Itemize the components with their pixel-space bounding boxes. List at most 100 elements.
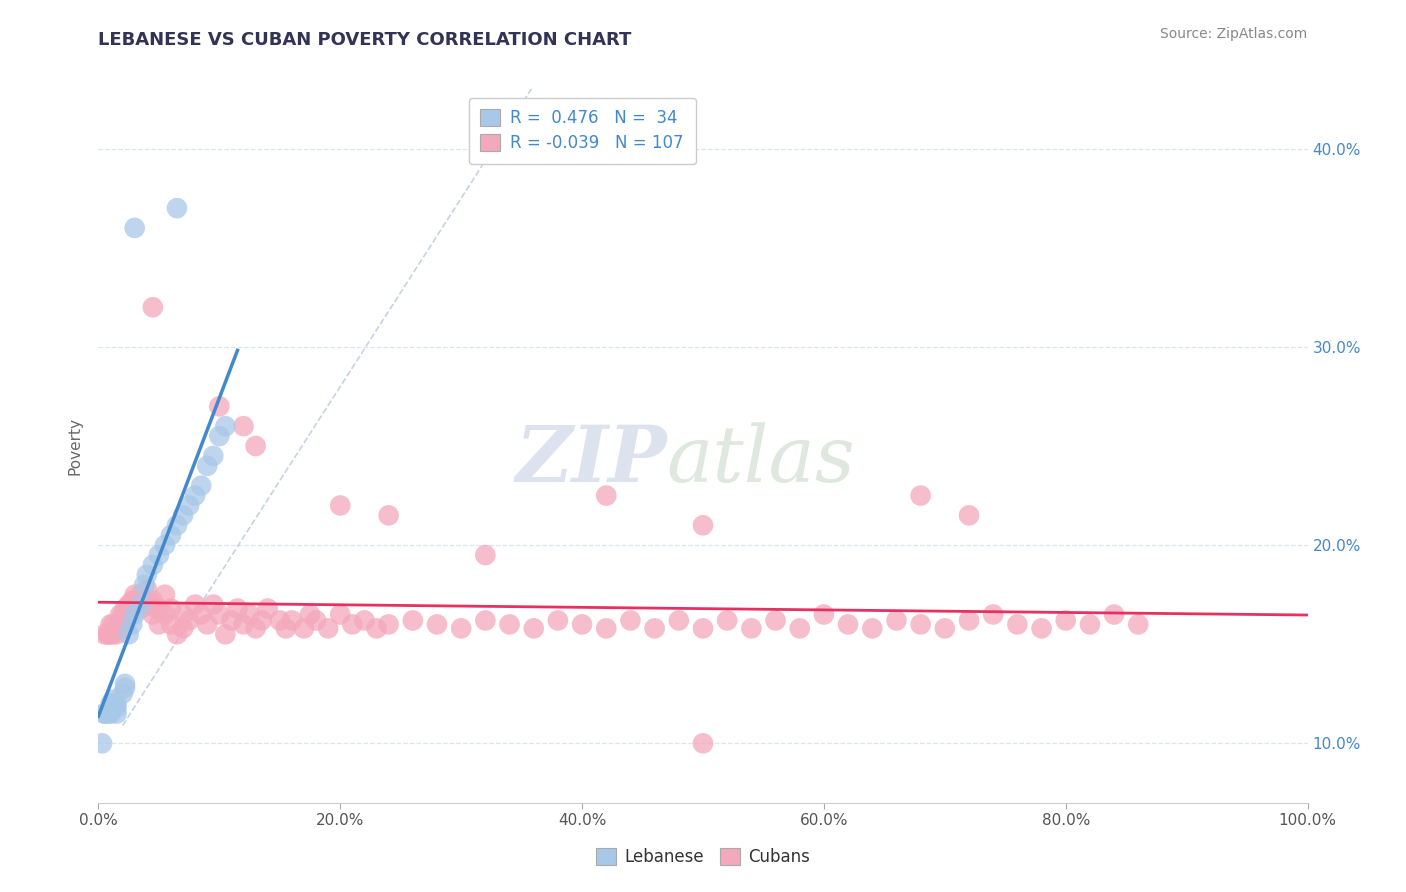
Point: [172, 607, 194, 622]
Point: [595, 489, 617, 503]
Point: [160, 601, 183, 615]
Text: LEBANESE VS CUBAN POVERTY CORRELATION CHART: LEBANESE VS CUBAN POVERTY CORRELATION CH…: [98, 31, 631, 49]
Point: [108, 607, 131, 622]
Point: [111, 607, 134, 622]
Point: [402, 614, 425, 628]
Point: [172, 621, 194, 635]
Point: [100, 617, 122, 632]
Point: [124, 598, 146, 612]
Point: [160, 528, 183, 542]
Point: [118, 598, 141, 612]
Point: [329, 607, 352, 622]
Point: [121, 593, 143, 607]
Text: atlas: atlas: [666, 422, 855, 499]
Point: [138, 598, 160, 612]
Point: [789, 621, 811, 635]
Point: [716, 614, 738, 628]
Point: [377, 508, 399, 523]
Point: [105, 706, 128, 721]
Point: [172, 508, 194, 523]
Point: [957, 614, 980, 628]
Point: [692, 518, 714, 533]
Point: [195, 617, 218, 632]
Point: [226, 601, 249, 615]
Point: [100, 706, 122, 721]
Point: [114, 681, 136, 695]
Point: [124, 588, 146, 602]
Point: [93, 627, 115, 641]
Point: [274, 621, 297, 635]
Point: [135, 567, 157, 582]
Point: [121, 617, 143, 632]
Point: [179, 499, 201, 513]
Point: [190, 607, 212, 622]
Point: [153, 538, 176, 552]
Point: [1054, 614, 1077, 628]
Text: Source: ZipAtlas.com: Source: ZipAtlas.com: [1160, 27, 1308, 41]
Point: [129, 598, 152, 612]
Point: [353, 614, 375, 628]
Text: ZIP: ZIP: [515, 422, 666, 499]
Point: [100, 697, 122, 711]
Point: [97, 627, 120, 641]
Point: [232, 617, 254, 632]
Point: [208, 607, 231, 622]
Point: [105, 627, 128, 641]
Point: [837, 617, 859, 632]
Point: [813, 607, 835, 622]
Point: [111, 687, 134, 701]
Point: [860, 621, 883, 635]
Point: [957, 508, 980, 523]
Y-axis label: Poverty: Poverty: [67, 417, 83, 475]
Point: [202, 449, 225, 463]
Point: [179, 614, 201, 628]
Point: [692, 736, 714, 750]
Point: [114, 601, 136, 615]
Point: [239, 607, 262, 622]
Point: [148, 601, 170, 615]
Point: [160, 617, 183, 632]
Point: [595, 621, 617, 635]
Point: [571, 617, 593, 632]
Point: [129, 588, 152, 602]
Point: [101, 617, 124, 632]
Point: [190, 478, 212, 492]
Point: [124, 607, 146, 622]
Point: [127, 598, 149, 612]
Point: [668, 614, 690, 628]
Point: [105, 617, 128, 632]
Point: [474, 548, 496, 562]
Point: [292, 621, 315, 635]
Point: [426, 617, 449, 632]
Point: [97, 706, 120, 721]
Point: [105, 697, 128, 711]
Point: [305, 614, 328, 628]
Point: [250, 614, 273, 628]
Point: [329, 499, 352, 513]
Point: [342, 617, 364, 632]
Point: [121, 601, 143, 615]
Point: [142, 558, 165, 572]
Point: [202, 598, 225, 612]
Point: [148, 617, 170, 632]
Legend: Lebanese, Cubans: Lebanese, Cubans: [589, 841, 817, 873]
Point: [547, 614, 569, 628]
Point: [100, 627, 122, 641]
Point: [281, 614, 304, 628]
Point: [692, 621, 714, 635]
Point: [1102, 607, 1125, 622]
Point: [166, 627, 188, 641]
Point: [101, 700, 124, 714]
Point: [450, 621, 472, 635]
Point: [145, 601, 167, 615]
Point: [108, 617, 131, 632]
Point: [93, 706, 115, 721]
Point: [93, 706, 115, 721]
Point: [740, 621, 762, 635]
Point: [114, 677, 136, 691]
Point: [134, 578, 156, 592]
Point: [153, 588, 176, 602]
Point: [214, 419, 236, 434]
Point: [245, 621, 267, 635]
Point: [299, 607, 322, 622]
